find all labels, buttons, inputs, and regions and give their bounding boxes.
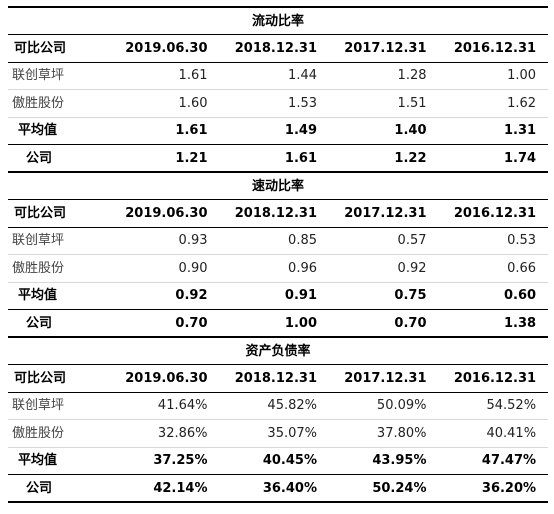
value-cell: 1.61 [110,117,220,145]
value-cell: 0.96 [219,254,329,283]
header-cell: 2017.12.31 [329,34,439,63]
value-cell: 42.14% [110,474,220,503]
header-cell: 2016.12.31 [438,199,549,228]
value-cell: 0.57 [329,227,439,255]
header-cell: 2019.06.30 [110,34,220,63]
average-label-cell: 平均值 [8,447,110,475]
value-cell: 41.64% [110,392,220,420]
header-row: 可比公司 2019.06.30 2018.12.31 2017.12.31 20… [8,34,549,63]
table-row: 傲胜股份 32.86% 35.07% 37.80% 40.41% [8,419,549,448]
company-name-cell: 联创草坪 [8,62,110,90]
company-label-cell: 公司 [8,309,110,338]
value-cell: 0.60 [438,282,549,310]
value-cell: 1.40 [329,117,439,145]
header-cell: 2016.12.31 [438,364,549,393]
company-name-cell: 联创草坪 [8,227,110,255]
value-cell: 0.91 [219,282,329,310]
value-cell: 1.53 [219,89,329,118]
header-cell: 2017.12.31 [329,199,439,228]
section-title-row: 速动比率 [8,171,549,200]
value-cell: 50.09% [329,392,439,420]
value-cell: 54.52% [438,392,549,420]
financial-ratio-table: 流动比率 可比公司 2019.06.30 2018.12.31 2017.12.… [8,6,549,503]
header-cell: 2016.12.31 [438,34,549,63]
value-cell: 36.40% [219,474,329,503]
header-cell: 可比公司 [8,199,110,228]
header-row: 可比公司 2019.06.30 2018.12.31 2017.12.31 20… [8,199,549,228]
table-row: 联创草坪 0.93 0.85 0.57 0.53 [8,227,549,255]
value-cell: 0.90 [110,254,220,283]
header-cell: 可比公司 [8,364,110,393]
value-cell: 1.00 [219,309,329,338]
value-cell: 32.86% [110,419,220,448]
value-cell: 37.80% [329,419,439,448]
value-cell: 40.41% [438,419,549,448]
header-cell: 2018.12.31 [219,364,329,393]
section-title: 流动比率 [8,6,549,35]
value-cell: 0.53 [438,227,549,255]
company-label-cell: 公司 [8,144,110,173]
value-cell: 0.85 [219,227,329,255]
value-cell: 1.28 [329,62,439,90]
header-cell: 2017.12.31 [329,364,439,393]
value-cell: 1.38 [438,309,549,338]
value-cell: 1.49 [219,117,329,145]
average-label-cell: 平均值 [8,117,110,145]
section-title: 资产负债率 [8,336,549,365]
company-row: 公司 1.21 1.61 1.22 1.74 [8,144,549,173]
value-cell: 0.70 [110,309,220,338]
value-cell: 1.60 [110,89,220,118]
header-cell: 可比公司 [8,34,110,63]
section-title-row: 流动比率 [8,6,549,35]
average-label-cell: 平均值 [8,282,110,310]
table-row: 傲胜股份 1.60 1.53 1.51 1.62 [8,89,549,118]
average-row: 平均值 0.92 0.91 0.75 0.60 [8,282,549,310]
header-cell: 2018.12.31 [219,34,329,63]
table-row: 傲胜股份 0.90 0.96 0.92 0.66 [8,254,549,283]
value-cell: 1.61 [110,62,220,90]
value-cell: 1.21 [110,144,220,173]
average-row: 平均值 37.25% 40.45% 43.95% 47.47% [8,447,549,475]
value-cell: 37.25% [110,447,220,475]
value-cell: 1.44 [219,62,329,90]
value-cell: 1.62 [438,89,549,118]
value-cell: 50.24% [329,474,439,503]
table-row: 联创草坪 41.64% 45.82% 50.09% 54.52% [8,392,549,420]
company-name-cell: 傲胜股份 [8,89,110,118]
value-cell: 1.22 [329,144,439,173]
average-row: 平均值 1.61 1.49 1.40 1.31 [8,117,549,145]
section-title: 速动比率 [8,171,549,200]
ratio-table: 流动比率 可比公司 2019.06.30 2018.12.31 2017.12.… [8,6,549,503]
company-row: 公司 0.70 1.00 0.70 1.38 [8,309,549,338]
header-cell: 2019.06.30 [110,199,220,228]
value-cell: 0.70 [329,309,439,338]
header-cell: 2018.12.31 [219,199,329,228]
value-cell: 0.66 [438,254,549,283]
header-row: 可比公司 2019.06.30 2018.12.31 2017.12.31 20… [8,364,549,393]
section-title-row: 资产负债率 [8,336,549,365]
table-row: 联创草坪 1.61 1.44 1.28 1.00 [8,62,549,90]
value-cell: 1.74 [438,144,549,173]
company-name-cell: 联创草坪 [8,392,110,420]
value-cell: 0.92 [329,254,439,283]
company-label-cell: 公司 [8,474,110,503]
value-cell: 36.20% [438,474,549,503]
value-cell: 1.00 [438,62,549,90]
value-cell: 43.95% [329,447,439,475]
company-name-cell: 傲胜股份 [8,254,110,283]
value-cell: 0.75 [329,282,439,310]
value-cell: 1.61 [219,144,329,173]
value-cell: 47.47% [438,447,549,475]
value-cell: 0.93 [110,227,220,255]
header-cell: 2019.06.30 [110,364,220,393]
value-cell: 40.45% [219,447,329,475]
value-cell: 1.31 [438,117,549,145]
value-cell: 35.07% [219,419,329,448]
value-cell: 45.82% [219,392,329,420]
value-cell: 1.51 [329,89,439,118]
company-row: 公司 42.14% 36.40% 50.24% 36.20% [8,474,549,503]
value-cell: 0.92 [110,282,220,310]
company-name-cell: 傲胜股份 [8,419,110,448]
